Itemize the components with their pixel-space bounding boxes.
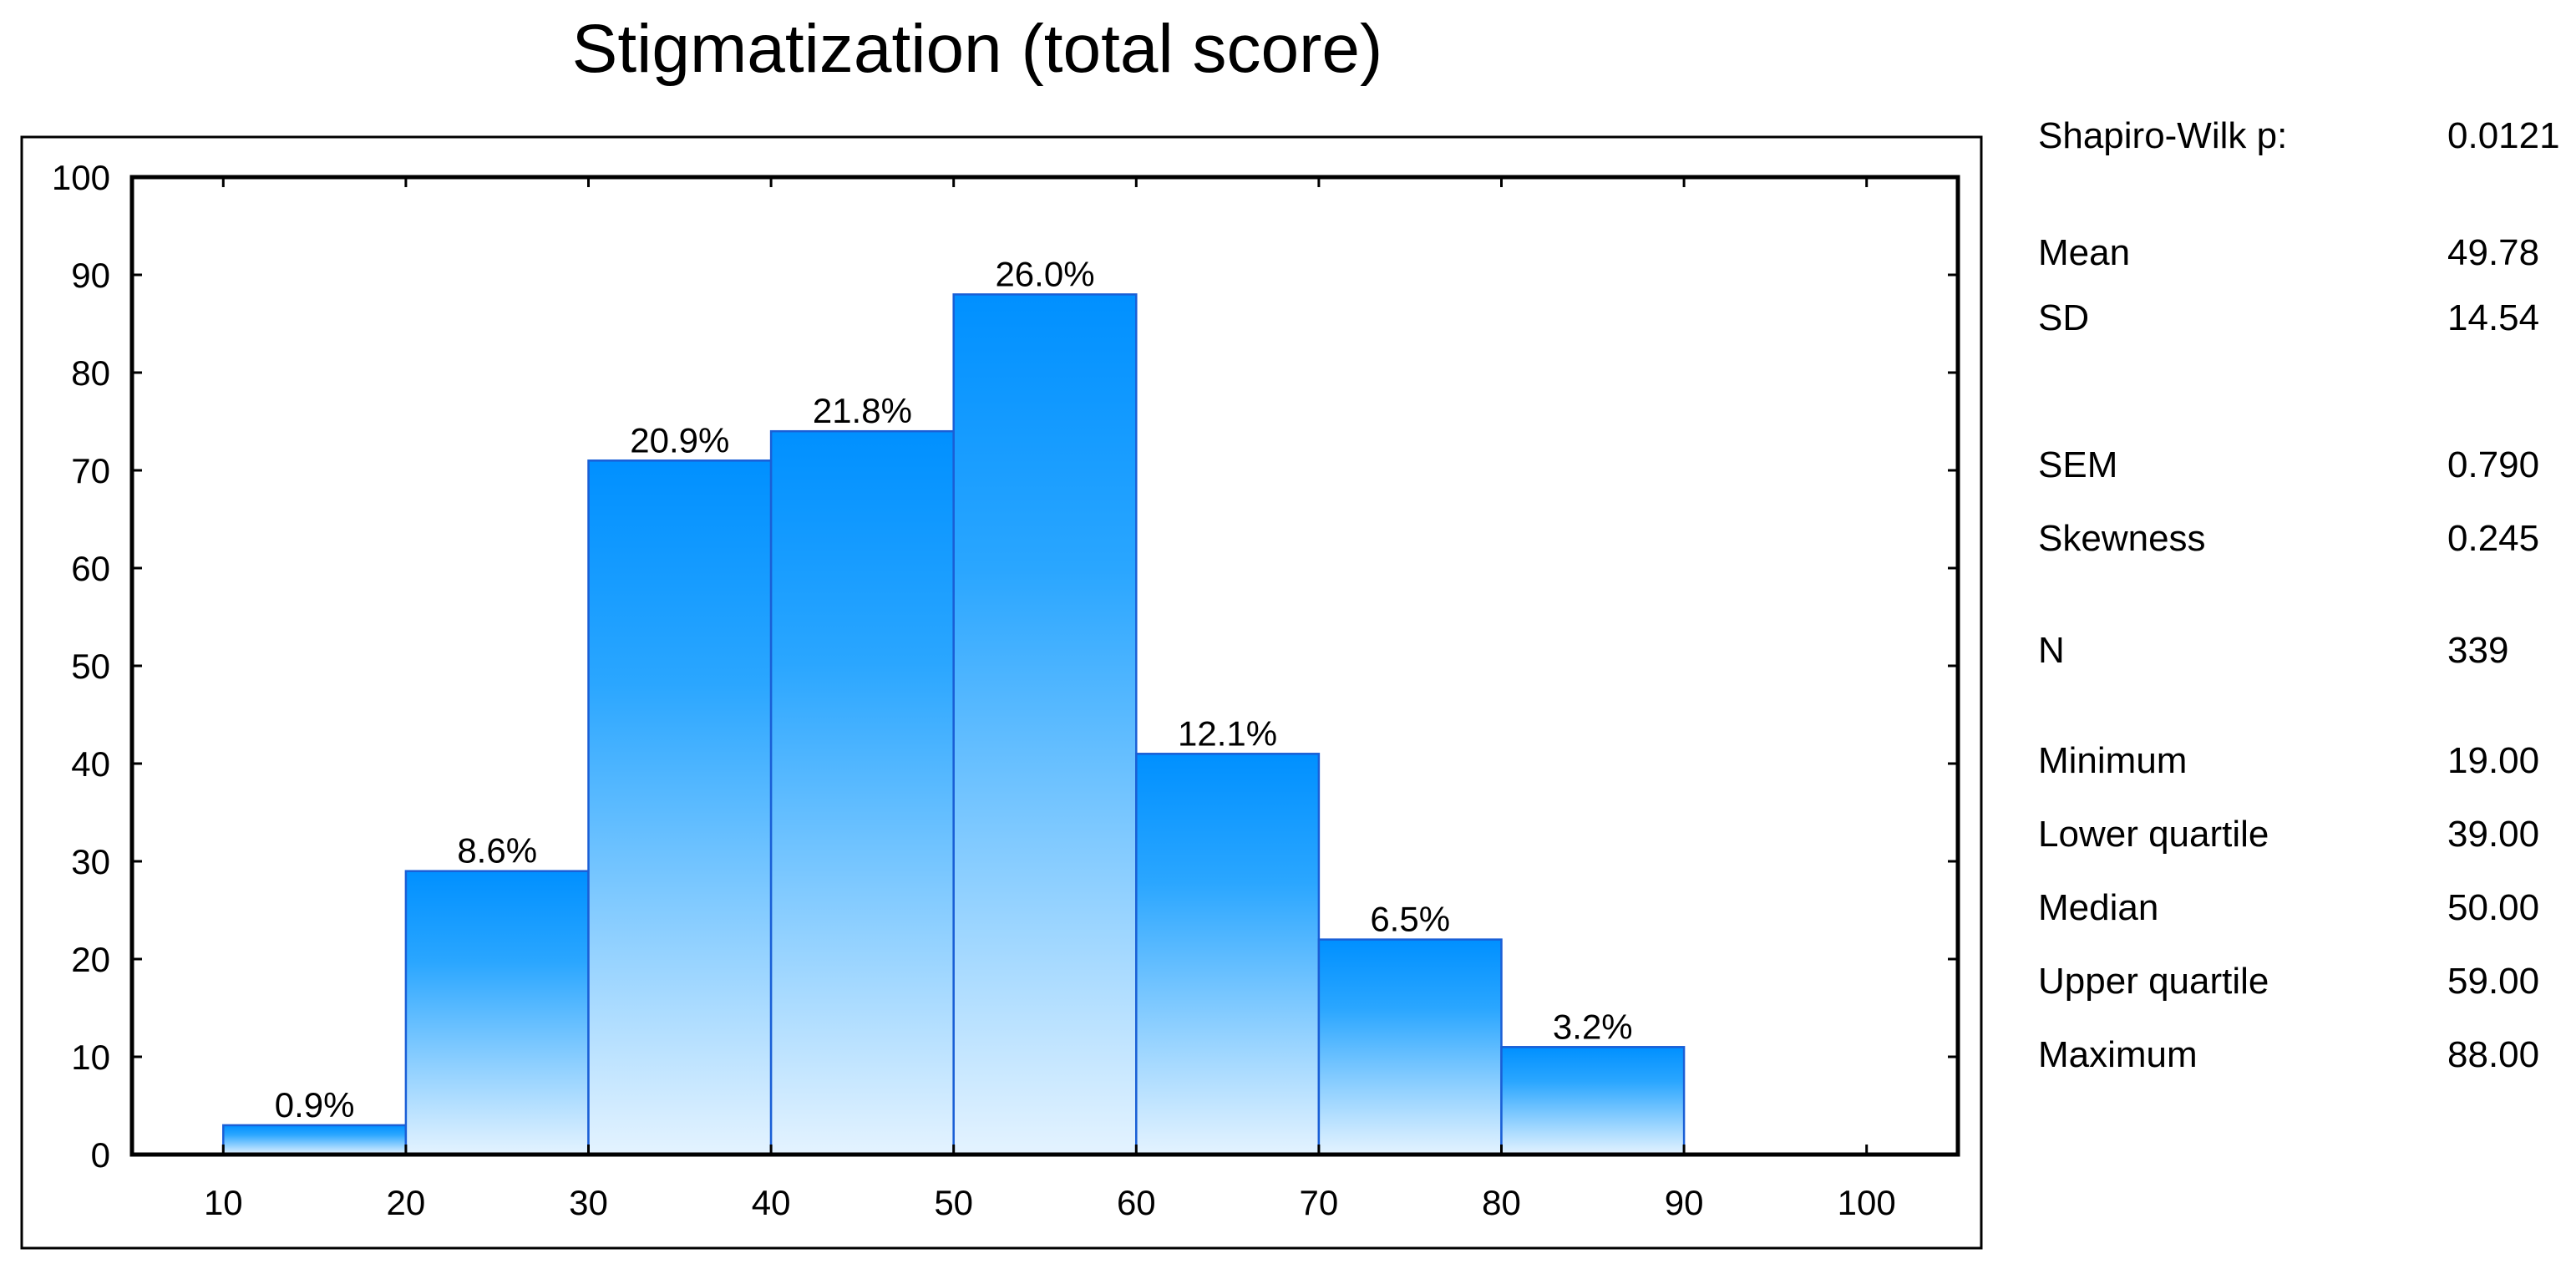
stat-value: 59.00	[2447, 961, 2540, 1002]
histogram-bar	[1500, 1046, 1686, 1156]
stat-value: 50.00	[2447, 887, 2540, 928]
histogram-bar	[587, 459, 773, 1156]
y-tick-label: 40	[71, 744, 110, 784]
x-tick-label: 20	[387, 1183, 426, 1222]
bar-percent-label: 26.0%	[995, 254, 1094, 293]
y-tick-label: 70	[71, 451, 110, 490]
histogram-bar	[952, 293, 1138, 1156]
stat-label: N	[2038, 630, 2065, 671]
stat-value: 19.00	[2447, 740, 2540, 781]
x-tick-label: 30	[569, 1183, 608, 1222]
y-tick-label: 90	[71, 256, 110, 295]
stat-label: Shapiro-Wilk p:	[2038, 115, 2288, 156]
x-tick-label: 40	[752, 1183, 791, 1222]
stat-label: Mean	[2038, 232, 2131, 273]
histogram-bar	[1135, 753, 1321, 1156]
y-tick-label: 20	[71, 940, 110, 979]
stat-value: 0.790	[2447, 444, 2540, 485]
x-tick-label: 50	[934, 1183, 973, 1222]
bar-percent-label: 6.5%	[1370, 900, 1450, 939]
x-tick-label: 10	[204, 1183, 243, 1222]
bar-percent-label: 0.9%	[275, 1085, 355, 1124]
bar-percent-label: 3.2%	[1553, 1007, 1633, 1046]
plot-area-frame	[129, 175, 1960, 1157]
y-tick-label: 30	[71, 842, 110, 881]
x-tick-label: 60	[1117, 1183, 1156, 1222]
chart-title: Stigmatization (total score)	[571, 11, 1383, 87]
y-tick-label: 10	[71, 1038, 110, 1077]
stat-value: 339	[2447, 630, 2509, 671]
stat-label: Skewness	[2038, 518, 2206, 559]
x-tick-label: 100	[1838, 1183, 1896, 1222]
histogram-chart: 0.9% 8.6% 20.9% 21.8% 26.0% 12.1% 6.5% 3.2% 0 10…	[20, 135, 1983, 1250]
y-tick-label: 0	[91, 1135, 110, 1175]
histogram-bar	[1317, 938, 1503, 1156]
stat-value: 88.00	[2447, 1034, 2540, 1075]
stat-label: Median	[2038, 887, 2159, 928]
stat-value: 0.245	[2447, 518, 2540, 559]
x-tick-label: 90	[1665, 1183, 1704, 1222]
bar-percent-label: 12.1%	[1178, 713, 1277, 753]
stat-label: Upper quartile	[2038, 961, 2269, 1002]
bars-layer	[222, 293, 1686, 1156]
y-tick-label: 50	[71, 647, 110, 686]
stat-label: SD	[2038, 297, 2090, 338]
histogram-bar	[222, 1124, 408, 1156]
stat-label: Lower quartile	[2038, 814, 2269, 855]
y-tick-label: 80	[71, 353, 110, 393]
histogram-bar	[404, 870, 590, 1156]
y-tick-label: 60	[71, 549, 110, 588]
x-tick-label: 70	[1300, 1183, 1339, 1222]
stat-label: Maximum	[2038, 1034, 2198, 1075]
statistics-panel: Shapiro-Wilk p: 0.0121 Mean 49.78 SD 14.54 SEM…	[2038, 115, 2573, 1118]
bar-percent-label: 8.6%	[457, 831, 537, 871]
bar-percent-label: 20.9%	[630, 420, 729, 459]
stat-value: 39.00	[2447, 814, 2540, 855]
stat-label: SEM	[2038, 444, 2118, 485]
chart-outer-frame	[20, 135, 1983, 1250]
stat-value: 0.0121	[2447, 115, 2560, 156]
x-tick-label: 80	[1482, 1183, 1521, 1222]
ticks-layer: 0 10 20 30 40 50 60 70 80 90 100 10 20 30 40 50 60 70 80 90…	[52, 158, 1958, 1222]
stat-label: Minimum	[2038, 740, 2188, 781]
histogram-bar	[769, 429, 955, 1156]
stat-value: 49.78	[2447, 232, 2540, 273]
stat-value: 14.54	[2447, 297, 2540, 338]
bar-percent-label: 21.8%	[813, 391, 912, 430]
y-tick-label: 100	[52, 158, 110, 197]
bar-labels-layer: 0.9% 8.6% 20.9% 21.8% 26.0% 12.1% 6.5% 3.2%	[275, 254, 1633, 1124]
